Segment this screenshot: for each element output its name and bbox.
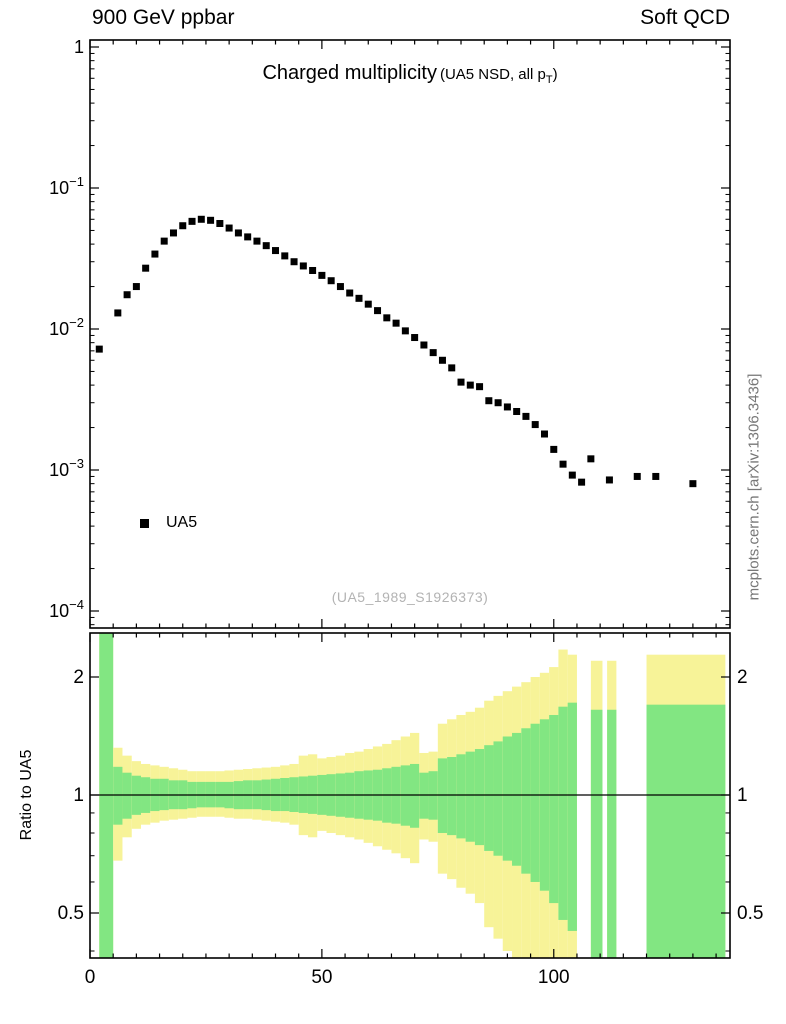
subtitle-prefix: (UA5 NSD, all p [439, 66, 546, 83]
plot-title: Charged multiplicity (UA5 NSD, all pT) [90, 62, 730, 86]
svg-text:100: 100 [538, 967, 570, 988]
analysis-id-watermark: (UA5_1989_S1926373) [331, 589, 489, 605]
svg-text:10−4: 10−4 [49, 597, 84, 621]
svg-text:50: 50 [311, 967, 332, 988]
mcplots-attribution: mcplots.cern.ch [arXiv:1306.3436] [745, 373, 763, 601]
svg-text:1: 1 [74, 37, 84, 57]
observable-subtitle: (UA5 NSD, all pT) [439, 66, 558, 86]
svg-text:2: 2 [737, 667, 748, 688]
svg-text:0.5: 0.5 [58, 903, 84, 924]
svg-text:0.5: 0.5 [737, 903, 763, 924]
svg-text:10−2: 10−2 [49, 315, 84, 339]
observable-title: Charged multiplicity [262, 62, 437, 84]
beam-energy-label: 900 GeV ppbar [92, 6, 235, 29]
subtitle-subscript: T [545, 74, 553, 86]
process-group-label: Soft QCD [640, 6, 730, 29]
legend: UA5 [140, 514, 197, 532]
ua5-square-marker-icon [140, 518, 149, 528]
svg-text:1: 1 [73, 785, 84, 806]
svg-text:10−1: 10−1 [49, 174, 84, 198]
svg-text:2: 2 [73, 667, 84, 688]
legend-label: UA5 [166, 514, 198, 531]
svg-text:10−3: 10−3 [49, 456, 84, 480]
svg-text:1: 1 [737, 785, 748, 806]
subtitle-suffix: ) [552, 66, 558, 83]
ratio-axis-title: Ratio to UA5 [18, 749, 35, 841]
svg-text:0: 0 [85, 967, 96, 988]
